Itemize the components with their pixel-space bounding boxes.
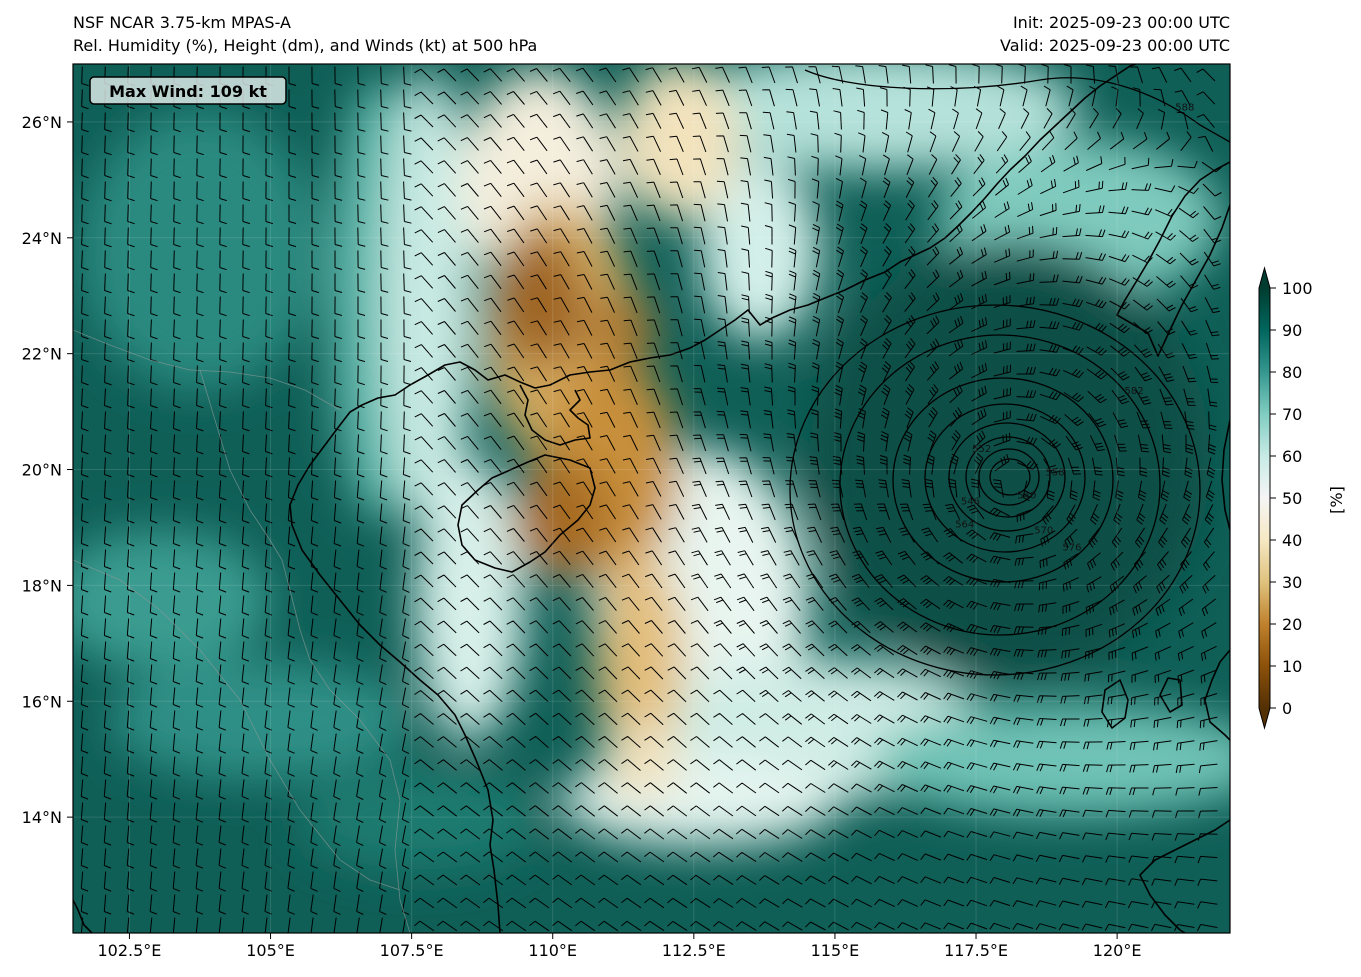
colorbar-tick-label: 70 [1282,405,1302,424]
colorbar-max-extend [1259,268,1270,288]
contour-label: 558 [1045,467,1064,478]
colorbar-tick-label: 50 [1282,489,1302,508]
map-title: NSF NCAR 3.75-km MPAS-A [73,13,291,32]
valid-time: Valid: 2025-09-23 00:00 UTC [999,36,1230,55]
coastlines [73,64,1230,933]
colorbar-tick-label: 100 [1282,279,1313,298]
colorbar-tick-label: 30 [1282,573,1302,592]
colorbar-min-extend [1259,708,1270,728]
lat-tick-label: 14°N [22,808,62,827]
contour-label: 570 [1034,525,1053,536]
contour-label: 582 [1125,386,1144,397]
height-contour-labels: 588 582 576 570 564 558 552 546 540 [955,102,1194,553]
colorbar-label: [%] [1327,486,1346,514]
contour-label: 552 [972,444,991,455]
init-time: Init: 2025-09-23 00:00 UTC [1012,13,1230,32]
wind-barbs [80,64,1222,933]
graticule [73,64,1230,933]
max-wind-box: Max Wind: 109 kt [89,76,287,105]
lat-tick-label: 26°N [22,113,62,132]
lon-tick-label: 117.5°E [944,941,1008,960]
contour-label: 576 [1062,543,1081,554]
lat-tick-label: 18°N [22,576,62,595]
height-contours [789,69,1230,676]
lon-tick-label: 105°E [246,941,295,960]
longitude-axis: 102.5°E 105°E 107.5°E 110°E 112.5°E 115°E 117.… [97,933,1141,960]
colorbar-tick-label: 90 [1282,321,1302,340]
lon-tick-label: 112.5°E [662,941,726,960]
lat-tick-label: 16°N [22,692,62,711]
country-borders [73,329,411,933]
colorbar-ticks: 0 10 20 30 40 50 60 70 80 90 100 [1270,279,1313,718]
latitude-axis: 14°N 16°N 18°N 20°N 22°N 24°N 26°N [22,113,73,827]
contour-label: 588 [1175,102,1194,113]
contour-label: 540 [1017,491,1036,502]
lon-tick-label: 102.5°E [97,941,161,960]
colorbar-gradient [1259,288,1270,708]
colorbar-tick-label: 0 [1282,699,1292,718]
colorbar-tick-label: 20 [1282,615,1302,634]
colorbar-tick-label: 60 [1282,447,1302,466]
map-subtitle: Rel. Humidity (%), Height (dm), and Wind… [73,36,538,55]
lon-tick-label: 107.5°E [380,941,444,960]
lon-tick-label: 115°E [811,941,860,960]
lat-tick-label: 20°N [22,461,62,480]
wind-barb-paths [80,64,1222,933]
contour-label: 546 [961,496,980,507]
lat-tick-label: 22°N [22,345,62,364]
colorbar-tick-label: 10 [1282,657,1302,676]
humidity-field [73,64,1230,933]
colorbar-tick-label: 40 [1282,531,1302,550]
lon-tick-label: 110°E [528,941,577,960]
colorbar: 0 10 20 30 40 50 60 70 80 90 100 [%] [1258,266,1346,730]
map-frame [72,63,1231,934]
max-wind-label: Max Wind: 109 kt [109,82,267,101]
contour-label: 564 [955,519,974,530]
colorbar-tick-label: 80 [1282,363,1302,382]
lat-tick-label: 24°N [22,229,62,248]
lon-tick-label: 120°E [1093,941,1142,960]
